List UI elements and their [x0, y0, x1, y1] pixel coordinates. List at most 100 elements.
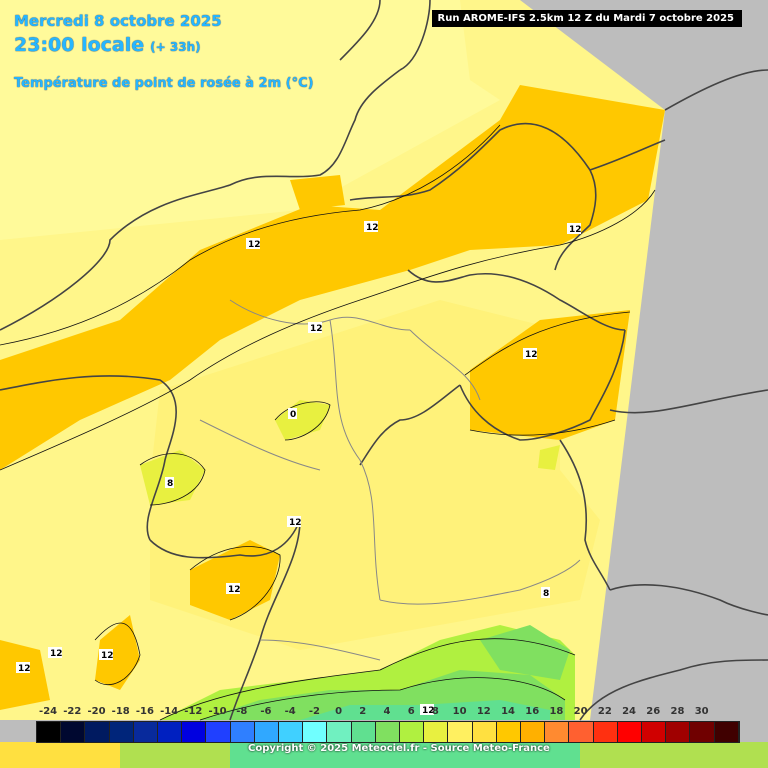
legend-swatch	[569, 722, 594, 742]
legend-label: 4	[383, 706, 391, 717]
zone-12c-coast	[290, 175, 345, 210]
legend-swatch	[375, 722, 401, 742]
legend-label: 12	[476, 706, 491, 717]
country-borders	[0, 0, 768, 721]
contour-label: 12	[101, 651, 114, 661]
legend-label: 18	[549, 706, 564, 717]
contour-label-bg	[99, 649, 113, 660]
parameter-title: Température de point de rosée à 2m (°C)	[14, 76, 314, 91]
legend-label: 24	[622, 706, 637, 717]
legend-swatch	[545, 722, 570, 742]
legend-label: 6	[407, 706, 415, 717]
legend-swatch	[254, 722, 280, 742]
legend-swatch	[666, 722, 691, 742]
legend-swatch	[424, 722, 449, 742]
contour-label: 12	[366, 223, 379, 233]
contour-label-bg	[420, 704, 434, 715]
contour-label-bg	[364, 221, 378, 232]
legend-label: -10	[208, 706, 227, 717]
legend-label: 16	[525, 706, 540, 717]
contour-label-bg	[541, 587, 550, 598]
legend-swatch	[593, 722, 618, 742]
legend-swatch	[327, 722, 352, 742]
contour-label: 0	[290, 410, 296, 420]
legend-swatch	[400, 722, 425, 742]
legend-label: -16	[135, 706, 154, 717]
legend-label: 22	[597, 706, 612, 717]
contour-label-bg	[287, 516, 301, 527]
contour-label: 12	[422, 706, 435, 716]
legend-swatch	[279, 722, 304, 742]
copyright: Copyright © 2025 Meteociel.fr - Source M…	[248, 743, 550, 754]
legend-swatch	[472, 722, 497, 742]
legend-label: 8	[431, 706, 439, 717]
zone-12c-sw2	[95, 615, 140, 690]
legend-label: -12	[184, 706, 203, 717]
contour-label: 12	[248, 240, 261, 250]
region-borders	[199, 299, 581, 661]
contour-label: 12	[289, 518, 302, 528]
legend-swatch	[303, 722, 328, 742]
zone-8c-east	[538, 445, 560, 470]
contour-label-bg	[288, 408, 297, 419]
forecast-time: 23:00 locale (+ 33h)	[14, 34, 201, 56]
zone-12c-sw3	[0, 640, 50, 710]
contour-label: 12	[50, 649, 63, 659]
legend-label: 26	[646, 706, 661, 717]
contour-label-bg	[16, 662, 30, 673]
legend-label: -20	[87, 706, 106, 717]
legend-swatch	[642, 722, 667, 742]
contour-label: 12	[310, 324, 323, 334]
zone-pale-north	[0, 0, 500, 240]
legend-label: -22	[63, 706, 82, 717]
legend-label: -8	[236, 706, 248, 717]
legend-labels: -24 -22 -20 -18 -16 -14 -12 -10 -8 -6 -4 -2 0 2 4 6 8 10 1…	[24, 706, 740, 718]
legend-label: 14	[501, 706, 515, 717]
zone-12c-sw	[190, 540, 280, 620]
legend-swatch	[37, 722, 62, 742]
legend-swatch	[351, 722, 376, 742]
contour-label: 8	[167, 479, 173, 489]
legend-label: -24	[39, 706, 58, 717]
legend-label: -2	[308, 706, 320, 717]
contour-label-bg	[523, 348, 537, 359]
legend-label: 0	[335, 706, 343, 717]
legend-swatch	[714, 722, 739, 742]
legend-swatch	[133, 722, 159, 742]
contour-label-bg	[308, 322, 322, 333]
legend-swatch	[182, 722, 207, 742]
legend-label: 30	[694, 706, 709, 717]
legend-label: 28	[670, 706, 685, 717]
legend-swatch	[206, 722, 231, 742]
legend-swatch	[690, 722, 715, 742]
zone-bottom-strip-warm	[0, 742, 120, 768]
legend-label: -14	[160, 706, 179, 717]
legend-swatch	[521, 722, 546, 742]
contour-label: 12	[228, 585, 241, 595]
forecast-date: Mercredi 8 octobre 2025	[14, 12, 222, 30]
contour-label-group: 12 12 12 12 12 12 0 8 12 12 12 12 12	[16, 221, 582, 716]
legend-swatch	[448, 722, 473, 742]
contour-label-bg	[226, 583, 240, 594]
zone-bottom-strip-cold	[230, 742, 580, 768]
legend-label: 2	[359, 706, 367, 717]
legend-swatch	[85, 722, 110, 742]
contour-label: 12	[525, 350, 538, 360]
legend-label: -18	[111, 706, 130, 717]
contour-label-bg	[246, 238, 260, 249]
forecast-lead-time: (+ 33h)	[150, 40, 201, 54]
contour-lines	[0, 124, 656, 721]
contour-label-bg	[165, 477, 174, 488]
legend-label: -4	[284, 706, 296, 717]
contour-label-bg	[48, 647, 62, 658]
contour-label: 12	[18, 664, 31, 674]
legend-swatch	[496, 722, 522, 742]
legend-swatch	[158, 722, 183, 742]
legend-label: 10	[452, 706, 467, 717]
legend-swatch	[109, 722, 134, 742]
legend-label: -6	[260, 706, 272, 717]
legend-label: 20	[573, 706, 588, 717]
zone-12c-east	[470, 310, 630, 440]
